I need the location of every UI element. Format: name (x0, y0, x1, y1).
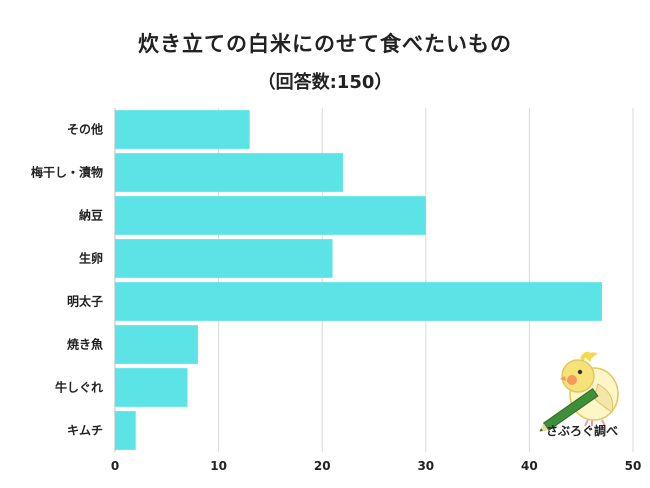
bar (115, 239, 333, 278)
bar (115, 368, 188, 407)
category-label: 梅干し・漬物 (31, 165, 103, 180)
category-label: キムチ (67, 424, 103, 438)
category-label: 牛しぐれ (55, 380, 103, 395)
category-label: 明太子 (67, 294, 103, 309)
bar (115, 110, 250, 149)
x-tick-label: 50 (625, 459, 642, 473)
x-tick-label: 20 (314, 459, 331, 473)
cockatiel-mascot-icon (539, 351, 619, 432)
bar (115, 325, 198, 364)
chart-title: 炊き立ての白米にのせて食べたいもの (138, 32, 512, 56)
x-tick-label: 40 (521, 459, 538, 473)
watermark-text: さぶろぐ調べ (545, 424, 618, 438)
bar (115, 411, 136, 450)
category-label: 焼き魚 (67, 337, 103, 352)
chart-subtitle: （回答数:150） (257, 72, 393, 93)
bar (115, 153, 343, 192)
x-tick-label: 0 (111, 459, 119, 473)
category-label: 納豆 (79, 208, 103, 223)
category-label: その他 (67, 122, 103, 137)
bar (115, 196, 426, 235)
x-tick-label: 10 (210, 459, 227, 473)
category-label: 生卵 (79, 251, 103, 266)
x-tick-label: 30 (417, 459, 434, 473)
bar (115, 282, 602, 321)
